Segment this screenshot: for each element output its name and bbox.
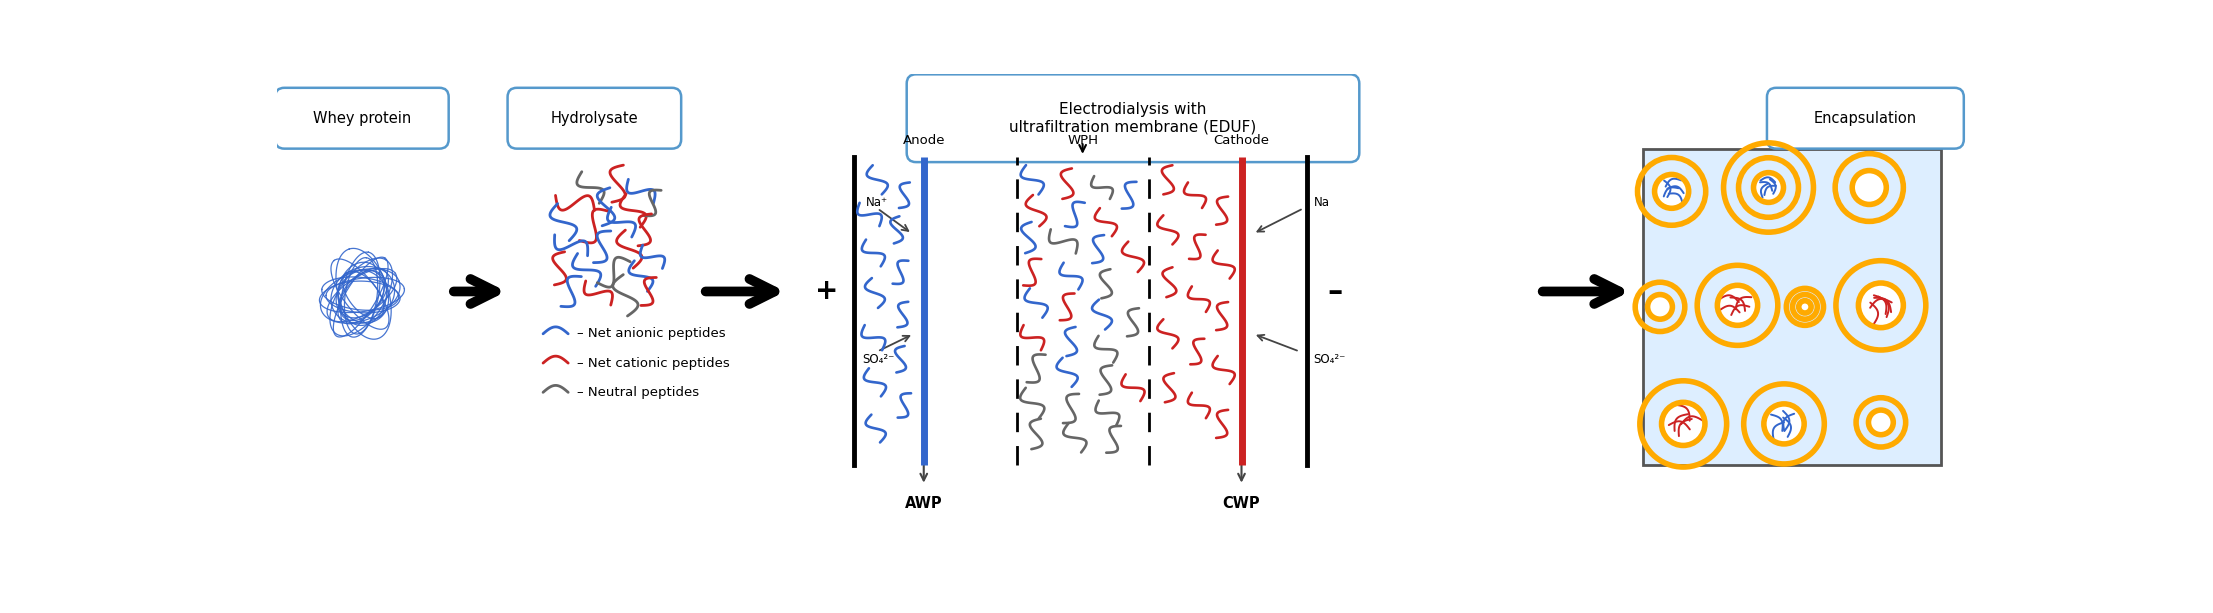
Text: – Net cationic peptides: – Net cationic peptides (578, 357, 730, 370)
Circle shape (1664, 405, 1702, 443)
FancyBboxPatch shape (507, 88, 682, 148)
Circle shape (1649, 296, 1671, 318)
Text: +: + (814, 278, 839, 305)
Text: – Neutral peptides: – Neutral peptides (578, 386, 699, 399)
Text: –: – (1328, 277, 1341, 306)
Text: Whey protein: Whey protein (312, 111, 412, 126)
Text: Anode: Anode (903, 134, 945, 147)
Text: Cathode: Cathode (1213, 134, 1270, 147)
Circle shape (1720, 287, 1755, 323)
Text: SO₄²⁻: SO₄²⁻ (1315, 352, 1346, 366)
Circle shape (1861, 286, 1901, 325)
FancyBboxPatch shape (1642, 149, 1941, 465)
Text: WPH: WPH (1067, 134, 1098, 147)
Text: Encapsulation: Encapsulation (1815, 111, 1916, 126)
FancyBboxPatch shape (1766, 88, 1963, 148)
Text: Hydrolysate: Hydrolysate (551, 111, 637, 126)
Circle shape (1854, 173, 1883, 202)
Circle shape (1799, 302, 1810, 312)
Circle shape (1755, 175, 1781, 200)
Circle shape (1658, 177, 1686, 207)
FancyBboxPatch shape (274, 88, 449, 148)
Text: CWP: CWP (1224, 495, 1261, 511)
FancyBboxPatch shape (907, 74, 1359, 162)
Text: Na⁺: Na⁺ (865, 196, 887, 210)
Text: SO₄²⁻: SO₄²⁻ (861, 352, 894, 366)
Text: AWP: AWP (905, 495, 943, 511)
Text: – Net anionic peptides: – Net anionic peptides (578, 327, 726, 340)
Circle shape (1766, 406, 1801, 441)
Text: Na: Na (1315, 196, 1330, 210)
Circle shape (1870, 411, 1892, 433)
Text: Electrodialysis with
ultrafiltration membrane (EDUF): Electrodialysis with ultrafiltration mem… (1009, 102, 1257, 134)
